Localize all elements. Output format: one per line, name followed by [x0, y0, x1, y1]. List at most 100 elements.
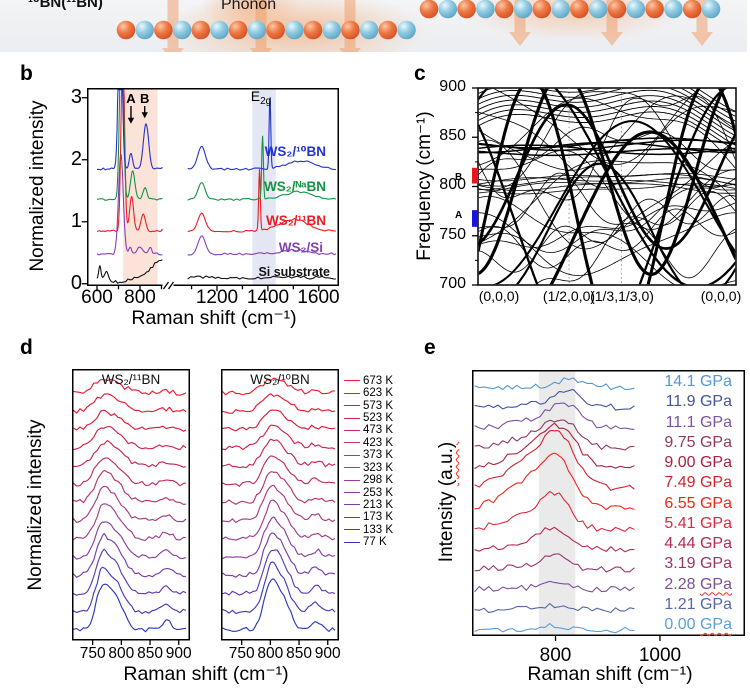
- phonon-label: Phonon: [221, 0, 277, 13]
- temperature-curve: [222, 516, 336, 560]
- phonon-branch: [515, 162, 736, 285]
- pressure-value: 7.49: [664, 474, 700, 492]
- pressure-label: 0.00 GPa: [664, 616, 732, 634]
- temperature-curve: [73, 426, 187, 451]
- nitrogen-atom: [210, 20, 229, 40]
- phonon-branch: [478, 160, 736, 244]
- phonon-branch: [478, 172, 736, 182]
- panel-c-phonon-dispersion-chart: [472, 87, 737, 286]
- pressure-unit: GPa: [699, 474, 732, 492]
- pressure-unit: GPa: [699, 494, 732, 512]
- temperature-curve: [222, 393, 336, 414]
- plot-frame: [221, 369, 339, 641]
- phonon-branch: [478, 177, 736, 187]
- ytick-label: 800: [439, 176, 466, 193]
- mode-label: A: [126, 91, 136, 106]
- xtick-label: 800: [539, 645, 572, 666]
- legend-label: 523 K: [363, 412, 394, 425]
- phonon-branch: [478, 106, 736, 146]
- pressure-value: 9.75: [664, 433, 700, 451]
- pressure-curve: [474, 452, 635, 511]
- legend-line: [344, 454, 360, 456]
- pressure-curve: [474, 580, 635, 593]
- xtick-label: 900: [314, 645, 341, 662]
- legend-label: 623 K: [363, 387, 394, 400]
- nitrogen-atom: [285, 20, 304, 40]
- legend-row: 623 K: [344, 384, 394, 400]
- legend-label: 173 K: [363, 511, 394, 524]
- legend-line: [344, 541, 360, 543]
- pressure-unit: GPa: [699, 433, 732, 451]
- nitrogen-atom: [135, 20, 154, 40]
- temperature-curve: [222, 484, 336, 524]
- nitrogen-atom: [247, 20, 267, 40]
- pressure-label: 9.00 GPa: [664, 454, 732, 472]
- panel-e-ylabel: Intensity (a.u.): [436, 392, 458, 612]
- nitrogen-atom: [397, 20, 416, 40]
- legend-row: 253 K: [344, 484, 393, 499]
- panel-d-letter: d: [20, 336, 33, 359]
- temperature-curve: [222, 409, 336, 432]
- pressure-value: 6.55: [664, 494, 700, 512]
- pressure-unit: GPa: [699, 595, 732, 613]
- isotope-label: ¹⁰BN(¹¹BN): [28, 0, 103, 11]
- boron-atom: [570, 0, 589, 19]
- phonon-branch: [478, 172, 736, 279]
- legend-row: 173 K: [344, 509, 394, 524]
- pressure-label: 11.9 GPa: [666, 393, 732, 411]
- phonon-branch: [478, 97, 736, 169]
- phonon-branch: [478, 208, 736, 269]
- temperature-curve: [222, 455, 335, 488]
- pressure-label: 7.49 GPa: [664, 474, 732, 492]
- pressure-label: 14.1 GPa: [664, 373, 732, 391]
- mode-marker-b: [472, 167, 478, 184]
- phonon-branch: [478, 137, 736, 149]
- nitrogen-atom: [513, 0, 533, 19]
- temperature-curve: [222, 532, 336, 578]
- phonon-schematic-banner: ¹⁰BN(¹¹BN) Phonon: [0, 0, 747, 52]
- boron-atom: [303, 20, 323, 40]
- phonon-branch: [478, 144, 736, 156]
- phonon-branch: [549, 130, 736, 285]
- phonon-branch: [478, 89, 736, 132]
- legend-line: [344, 479, 360, 481]
- boron-atom: [154, 20, 173, 40]
- pressure-unit: GPa: [699, 454, 732, 471]
- legend-row: 473 K: [344, 422, 393, 436]
- curve-label: WS₂/¹¹BN: [266, 213, 326, 228]
- mode-marker-a: [472, 210, 478, 227]
- legend-line: [344, 529, 360, 531]
- phonon-branch: [478, 95, 736, 137]
- plot-frame: [472, 370, 745, 636]
- legend-label: 673 K: [363, 374, 394, 387]
- legend-row: 133 K: [344, 521, 393, 536]
- temperature-curve: [73, 521, 187, 560]
- panel-b-ylabel: Normalized intensity: [27, 100, 48, 272]
- xtick-label: 1200: [195, 287, 239, 308]
- temperature-curve: [73, 548, 187, 596]
- temperature-curve: [73, 566, 187, 615]
- ytick-label: 700: [439, 275, 466, 292]
- spectrum-curve: [96, 259, 163, 284]
- phonon-branch: [478, 183, 736, 195]
- legend-row: 77 K: [344, 533, 387, 548]
- temperature-curve: [222, 499, 336, 541]
- legend-line: [344, 504, 360, 506]
- temperature-curve: [73, 393, 187, 414]
- boron-atom: [191, 20, 211, 40]
- legend-line: [344, 392, 360, 394]
- boron-atom: [228, 20, 248, 40]
- spectrum-curve: [97, 89, 163, 171]
- ytick-label: 1: [70, 210, 82, 232]
- spectrum-curve: [96, 89, 163, 233]
- spectrum-curve: [187, 275, 336, 280]
- spectrum-curve: [187, 97, 336, 171]
- pressure-unit: GPa: [699, 413, 732, 431]
- plot-frame: [87, 88, 339, 286]
- phonon-branch: [689, 88, 736, 117]
- pressure-curve: [474, 622, 635, 634]
- curve-label: WS₂/ᴺᵃBN: [264, 179, 326, 194]
- boron-atom: [607, 0, 627, 19]
- pressure-curve: [474, 389, 635, 411]
- spectrum-curve: [97, 89, 163, 201]
